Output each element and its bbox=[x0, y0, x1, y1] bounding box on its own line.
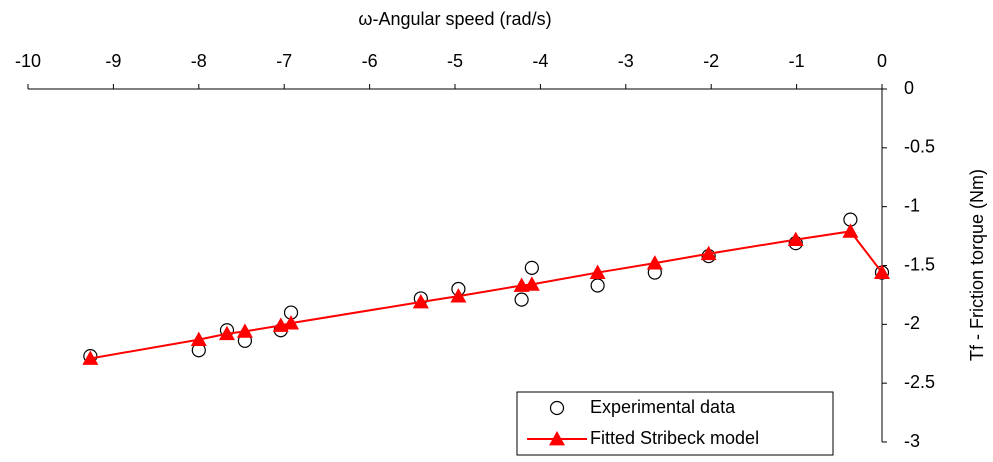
point bbox=[842, 223, 859, 238]
y-axis-title: Tf - Friction torque (Nm) bbox=[967, 169, 987, 361]
point bbox=[524, 260, 539, 275]
y-tick-label: -1.5 bbox=[904, 254, 935, 274]
x-tick-label: -8 bbox=[191, 51, 207, 71]
point bbox=[523, 276, 540, 291]
point bbox=[236, 323, 253, 338]
y-tick-label: -2.5 bbox=[904, 372, 935, 392]
x-tick-label: -2 bbox=[703, 51, 719, 71]
point bbox=[412, 293, 429, 309]
point bbox=[646, 255, 663, 270]
x-tick-label: 0 bbox=[877, 51, 887, 71]
y-tick-label: -0.5 bbox=[904, 137, 935, 157]
x-tick-label: -10 bbox=[15, 51, 41, 71]
point bbox=[874, 264, 890, 279]
point bbox=[589, 264, 606, 279]
x-tick-label: -5 bbox=[447, 51, 463, 71]
legend-marker bbox=[549, 431, 565, 446]
point bbox=[82, 350, 99, 365]
x-tick-label: -6 bbox=[362, 51, 378, 71]
point bbox=[787, 231, 804, 247]
point bbox=[514, 292, 529, 307]
x-axis-title: ω-Angular speed (rad/s) bbox=[358, 9, 551, 29]
x-tick-label: -1 bbox=[789, 51, 805, 71]
point bbox=[450, 288, 467, 303]
point bbox=[590, 278, 605, 293]
point bbox=[218, 325, 235, 341]
legend-label: Fitted Stribeck model bbox=[590, 428, 759, 448]
y-tick-label: -1 bbox=[904, 195, 920, 215]
x-tick-label: -9 bbox=[105, 51, 121, 71]
point bbox=[190, 331, 207, 347]
x-tick-label: -4 bbox=[532, 51, 548, 71]
point bbox=[283, 315, 300, 330]
x-tick-label: -3 bbox=[618, 51, 634, 71]
line bbox=[90, 230, 883, 360]
y-tick-label: -2 bbox=[904, 313, 920, 333]
legend-box bbox=[516, 391, 834, 456]
legend-label: Experimental data bbox=[590, 397, 736, 417]
y-tick-label: 0 bbox=[904, 78, 914, 98]
legend-marker bbox=[549, 400, 565, 416]
point bbox=[700, 245, 717, 261]
y-tick-label: -3 bbox=[904, 431, 920, 451]
x-tick-label: -7 bbox=[276, 51, 292, 71]
